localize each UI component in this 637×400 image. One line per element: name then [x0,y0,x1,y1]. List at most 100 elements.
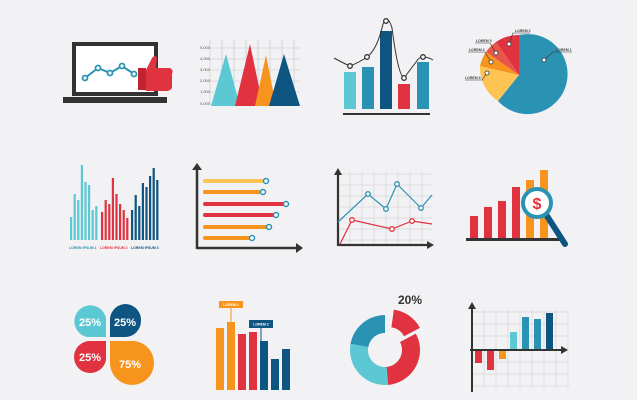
percent-label: 25% [79,352,101,364]
bar [271,359,279,390]
arrow-right-icon [427,241,434,249]
y-tick: 2,000 [200,78,211,83]
thin-bar [126,218,129,240]
arrow-up-icon [334,168,342,175]
quadrant-navy [110,303,142,337]
triangle-navy [269,54,300,106]
bar [238,334,246,390]
thin-bar [152,168,155,240]
thin-bar [77,200,80,240]
thin-bar [84,182,87,240]
thumbs-up-hand-icon [138,56,173,91]
line-series-blue [337,182,433,223]
triangle-red [235,44,263,106]
pie-label: LOREM 1 [556,48,572,52]
pie-slice-5 [479,66,519,101]
y-tick: 3,000 [200,67,211,72]
arrow-right-icon [296,243,303,253]
y-tick: 4,000 [200,56,211,61]
bar-negative [487,350,494,370]
thin-bar [80,165,83,240]
y-tick: 1,000 [200,89,211,94]
thin-bar [134,195,137,240]
bar [282,349,290,390]
pie-slice-4 [480,52,519,75]
thin-bar [91,210,94,240]
pie-chart-icon: LOREM 1 LOREM 2 LOREM 3 LOREM 4 LOREM 5 [465,29,572,115]
callout-box [249,320,273,328]
bar-magnifier-icon: $ [466,170,568,247]
thin-bar [95,206,98,240]
callout-bar-chart-icon: LOREM 1 LOREM 2 [216,301,290,390]
line-points [81,62,138,82]
percent-label: 25% [79,317,101,329]
quadrant-cyan [74,305,106,337]
bar-positive [522,317,529,350]
thin-bar [111,178,114,240]
thin-bar [141,183,144,240]
quadrant-red [74,341,106,374]
group-label: LOREM IPSUM 3 [131,246,159,250]
thin-bar [156,180,159,240]
callout-label: LOREM 1 [223,303,239,307]
pie-slice-1 [498,34,568,115]
baseline [343,113,430,115]
pie-label: LOREM 2 [515,29,531,33]
group-label: LOREM IPSUM 1 [69,246,97,250]
donut-slice [386,333,421,385]
donut-percent-label: 20% [398,293,422,307]
donut-slice [350,343,389,385]
quadrant-chart-icon: 25% 25% 25% 75% [74,303,154,385]
thin-bar [88,185,91,240]
triangle-orange [255,55,276,106]
bar [498,201,506,238]
bar [512,187,520,238]
arrow-up-icon [468,302,476,309]
bar [227,322,235,390]
bar [249,332,257,390]
baseline [466,238,562,241]
thin-bar [108,204,111,240]
laptop-chart-icon [63,42,173,103]
magnifier-icon [521,187,553,219]
pos-neg-bar-chart-icon [468,302,569,392]
thin-bar [131,210,134,240]
pie-slice-2 [496,34,519,75]
horizontal-bars [203,179,285,240]
curve-points [347,18,426,81]
pie-label: LOREM 5 [465,76,481,80]
bar-end-points [248,177,290,242]
bar [484,207,492,238]
y-tick: 5,000 [200,45,211,50]
bar [362,67,374,109]
callout-label: LOREM 2 [253,323,269,327]
quadrant-orange [110,340,154,385]
horizontal-bar-chart-icon [192,163,303,253]
bar-positive [534,319,541,350]
red-points [349,217,415,232]
percent-label: 25% [114,317,136,329]
thin-bar [73,194,76,240]
percent-label: 75% [119,359,141,371]
thin-bar [145,187,148,240]
thin-bar [119,204,122,240]
thin-bar [149,176,152,240]
bar [398,84,410,109]
bar-curve-chart-icon [333,18,434,115]
bar-positive [546,313,553,350]
pie-leader-lines [465,32,572,81]
triangle-chart-icon: 5,000 4,000 3,000 2,000 1,000 0,000 [200,40,300,106]
pie-markers [484,41,547,76]
group-label: LOREM IPSUM 2 [100,246,128,250]
magnifier-handle [544,213,568,247]
bar-positive [510,332,517,350]
thin-bar [101,212,104,240]
donut-slice-highlight [391,309,420,337]
triangle-cyan [211,54,240,106]
thin-bar [122,210,125,240]
thin-bar [104,200,107,240]
donut-chart-icon [350,309,421,385]
thin-bar [115,194,118,240]
